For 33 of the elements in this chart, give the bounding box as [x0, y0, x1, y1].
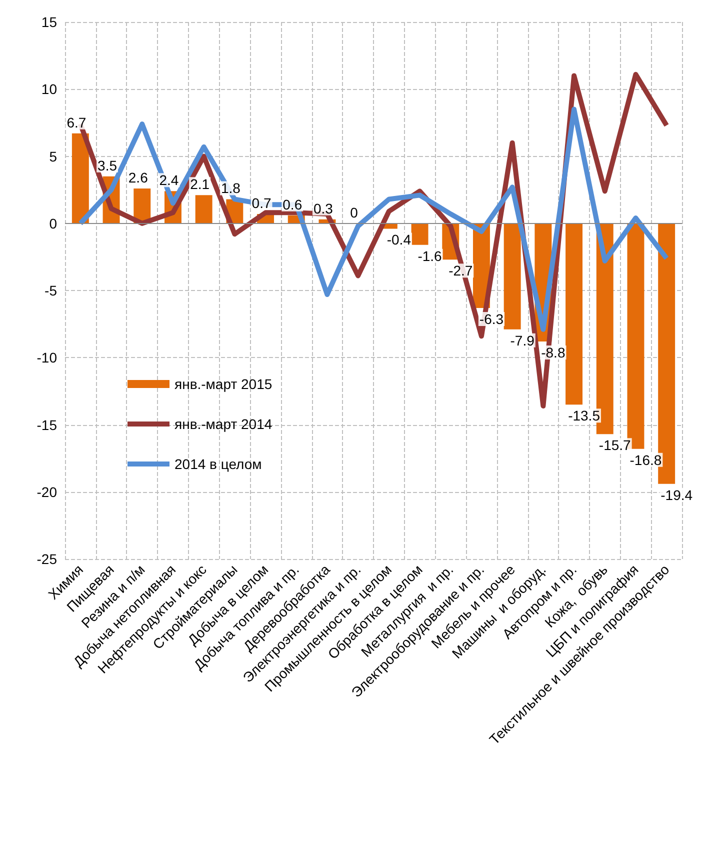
data-label: -13.5: [568, 408, 600, 424]
y-tick-label: -5: [44, 282, 58, 298]
bar: [504, 223, 521, 330]
data-label: -19.4: [660, 486, 693, 503]
data-label: 1.8: [220, 180, 241, 196]
data-label: 2.1: [190, 176, 210, 192]
y-tick-label: -25: [36, 551, 58, 567]
data-label: -8.8: [541, 344, 566, 361]
y-tick-label: -20: [36, 484, 58, 500]
y-tick-label: -10: [36, 350, 58, 366]
bar: [566, 223, 583, 405]
data-label: 2.6: [128, 169, 148, 186]
data-label: 0.3: [313, 200, 334, 216]
data-label: 0: [350, 204, 358, 220]
legend-label: янв.-март 2014: [174, 416, 272, 432]
data-label: -1.6: [418, 248, 442, 264]
data-label: -0.4: [386, 232, 412, 248]
data-label: -7.9: [510, 332, 535, 348]
data-label: -15.7: [598, 437, 632, 454]
bar: [72, 133, 89, 224]
data-label: 2.4: [159, 172, 179, 188]
y-tick-label: -15: [36, 416, 58, 433]
data-label: -6.3: [479, 310, 504, 327]
data-label: -16.8: [630, 452, 662, 468]
data-label: -2.7: [448, 262, 473, 279]
bar: [195, 195, 212, 224]
data-label: 3.5: [98, 157, 118, 174]
y-tick-label: 0: [49, 215, 58, 232]
y-tick-label: 15: [41, 14, 58, 30]
y-tick-label: 5: [49, 148, 58, 164]
legend-label: янв.-март 2015: [174, 376, 272, 392]
legend-label: 2014 в целом: [174, 456, 262, 472]
y-tick-label: 10: [41, 81, 58, 98]
